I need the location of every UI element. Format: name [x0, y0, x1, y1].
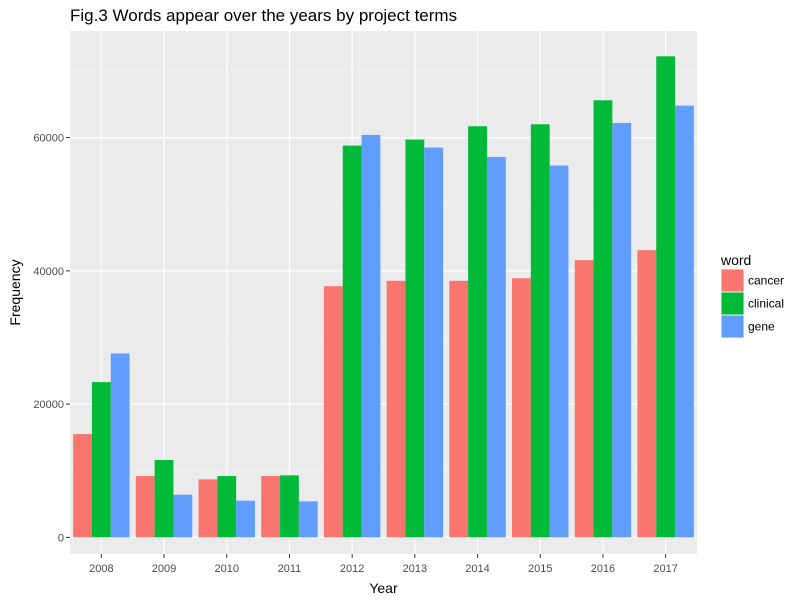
x-tick-label: 2010: [215, 563, 239, 575]
bar-gene-2013: [424, 147, 444, 538]
x-tick-label: 2016: [591, 563, 615, 575]
bar-cancer-2014: [449, 280, 469, 538]
x-tick-label: 2015: [528, 563, 552, 575]
bar-gene-2011: [298, 501, 318, 538]
bar-gene-2012: [361, 134, 381, 538]
x-tick-label: 2014: [465, 563, 489, 575]
bar-clinical-2013: [405, 139, 425, 538]
x-tick-label: 2009: [152, 563, 176, 575]
x-tick-label: 2013: [403, 563, 427, 575]
y-tick-label: 0: [58, 532, 64, 544]
bar-clinical-2017: [656, 56, 676, 538]
bar-clinical-2015: [530, 124, 550, 538]
bar-cancer-2010: [198, 479, 218, 538]
bar-gene-2010: [236, 500, 255, 538]
bar-clinical-2009: [154, 460, 174, 538]
bar-clinical-2010: [217, 476, 237, 538]
bar-cancer-2008: [73, 434, 92, 538]
legend-label-clinical: clinical: [748, 297, 784, 311]
y-tick-label: 60000: [33, 133, 64, 145]
bar-clinical-2014: [468, 126, 487, 538]
x-tick-label: 2012: [340, 563, 364, 575]
y-axis-title: Frequency: [7, 259, 23, 325]
bar-gene-2016: [612, 122, 632, 538]
legend-label-cancer: cancer: [748, 274, 784, 288]
x-tick-label: 2011: [278, 563, 302, 575]
legend-key-gene: [721, 315, 744, 338]
legend-label-gene: gene: [748, 320, 775, 334]
bar-cancer-2011: [261, 476, 281, 538]
bar-clinical-2016: [593, 100, 613, 538]
bar-cancer-2017: [637, 250, 657, 538]
legend-title: word: [720, 252, 751, 268]
chart-title: Fig.3 Words appear over the years by pro…: [70, 6, 458, 25]
x-tick-label: 2008: [89, 563, 113, 575]
bar-cancer-2009: [135, 476, 155, 538]
bar-gene-2014: [486, 156, 506, 538]
legend: word cancer clinical gene: [720, 252, 784, 338]
bar-gene-2008: [110, 353, 130, 538]
x-axis-title: Year: [369, 580, 398, 596]
x-axis: 2008 2009 2010 2011 2012 2013 2014 2015 2016 2017: [89, 554, 678, 575]
y-axis: 0 20000 40000 60000: [33, 133, 70, 544]
bars: [73, 56, 694, 538]
bar-gene-2009: [173, 494, 193, 538]
bar-gene-2017: [675, 105, 694, 538]
bar-clinical-2011: [280, 475, 299, 538]
bar-cancer-2016: [574, 260, 594, 538]
legend-key-clinical: [721, 292, 744, 315]
y-tick-label: 40000: [33, 266, 64, 278]
bar-clinical-2008: [91, 382, 111, 538]
bar-gene-2015: [549, 165, 569, 538]
x-tick-label: 2017: [653, 563, 677, 575]
y-tick-label: 20000: [33, 399, 64, 411]
bar-cancer-2013: [386, 280, 406, 538]
bar-cancer-2012: [323, 286, 343, 538]
bar-clinical-2012: [342, 145, 362, 538]
legend-key-cancer: [721, 269, 744, 292]
bar-cancer-2015: [512, 278, 531, 538]
